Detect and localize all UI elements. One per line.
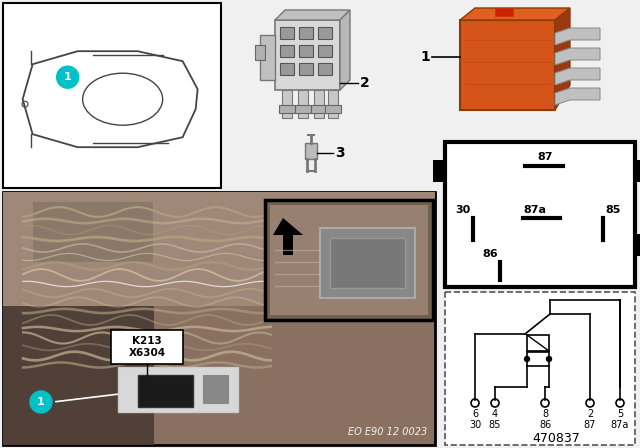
Bar <box>3 192 435 306</box>
Text: 1: 1 <box>37 397 45 407</box>
Polygon shape <box>275 10 350 20</box>
Text: 6: 6 <box>472 409 478 419</box>
Text: 30: 30 <box>456 205 470 215</box>
Text: 87a: 87a <box>611 420 629 430</box>
Polygon shape <box>555 28 600 45</box>
Bar <box>295 105 311 113</box>
Bar <box>527 352 549 366</box>
Bar <box>445 142 635 287</box>
Bar <box>314 90 324 118</box>
Polygon shape <box>555 88 600 105</box>
Text: 85: 85 <box>605 205 621 215</box>
Bar <box>299 45 313 57</box>
Bar <box>299 63 313 75</box>
Text: X6304: X6304 <box>129 348 166 358</box>
Bar <box>433 160 447 182</box>
Bar <box>445 292 635 445</box>
Bar <box>633 234 640 256</box>
Text: 87a: 87a <box>524 205 547 215</box>
Bar <box>330 238 405 288</box>
Bar <box>270 205 428 315</box>
Text: 86: 86 <box>539 420 551 430</box>
Text: EO E90 12 0023: EO E90 12 0023 <box>348 427 427 437</box>
Bar <box>275 20 340 90</box>
Bar <box>3 192 435 445</box>
Bar <box>3 306 154 445</box>
Bar <box>260 35 275 80</box>
Bar <box>298 90 308 118</box>
Bar <box>255 45 265 60</box>
Circle shape <box>525 357 529 362</box>
Bar <box>311 105 327 113</box>
Bar <box>118 367 238 412</box>
Bar <box>460 20 555 110</box>
Bar <box>111 330 183 364</box>
Polygon shape <box>273 218 303 255</box>
Bar <box>265 200 433 320</box>
Polygon shape <box>340 10 350 90</box>
Bar <box>282 90 292 118</box>
Text: 87: 87 <box>584 420 596 430</box>
Bar <box>318 45 332 57</box>
Text: 2: 2 <box>360 76 370 90</box>
Circle shape <box>30 391 52 413</box>
Bar <box>280 63 294 75</box>
Bar <box>633 160 640 182</box>
Bar <box>33 202 153 262</box>
Bar <box>280 27 294 39</box>
Polygon shape <box>555 68 600 85</box>
Bar <box>280 45 294 57</box>
Text: 3: 3 <box>335 146 344 160</box>
Bar <box>138 375 193 407</box>
Polygon shape <box>555 48 600 65</box>
Bar <box>328 90 338 118</box>
Bar <box>318 27 332 39</box>
Text: 86: 86 <box>482 249 498 259</box>
Text: 1: 1 <box>420 50 430 64</box>
Text: 85: 85 <box>489 420 501 430</box>
Text: 87: 87 <box>537 152 553 162</box>
Bar <box>203 375 228 403</box>
Text: K213: K213 <box>132 336 162 346</box>
Polygon shape <box>460 8 570 20</box>
Bar <box>3 3 221 188</box>
Bar <box>305 143 317 159</box>
Text: 5: 5 <box>617 409 623 419</box>
Text: 8: 8 <box>542 409 548 419</box>
Bar <box>299 27 313 39</box>
Bar <box>495 8 513 16</box>
Polygon shape <box>555 8 570 110</box>
Text: 2: 2 <box>587 409 593 419</box>
Circle shape <box>57 66 79 88</box>
Text: 4: 4 <box>492 409 498 419</box>
Bar <box>325 105 341 113</box>
Text: 1: 1 <box>64 72 72 82</box>
Text: 470837: 470837 <box>532 432 580 445</box>
Circle shape <box>547 357 552 362</box>
Bar <box>279 105 295 113</box>
Text: 30: 30 <box>469 420 481 430</box>
Bar <box>318 63 332 75</box>
Bar <box>320 228 415 298</box>
Bar <box>527 335 549 351</box>
